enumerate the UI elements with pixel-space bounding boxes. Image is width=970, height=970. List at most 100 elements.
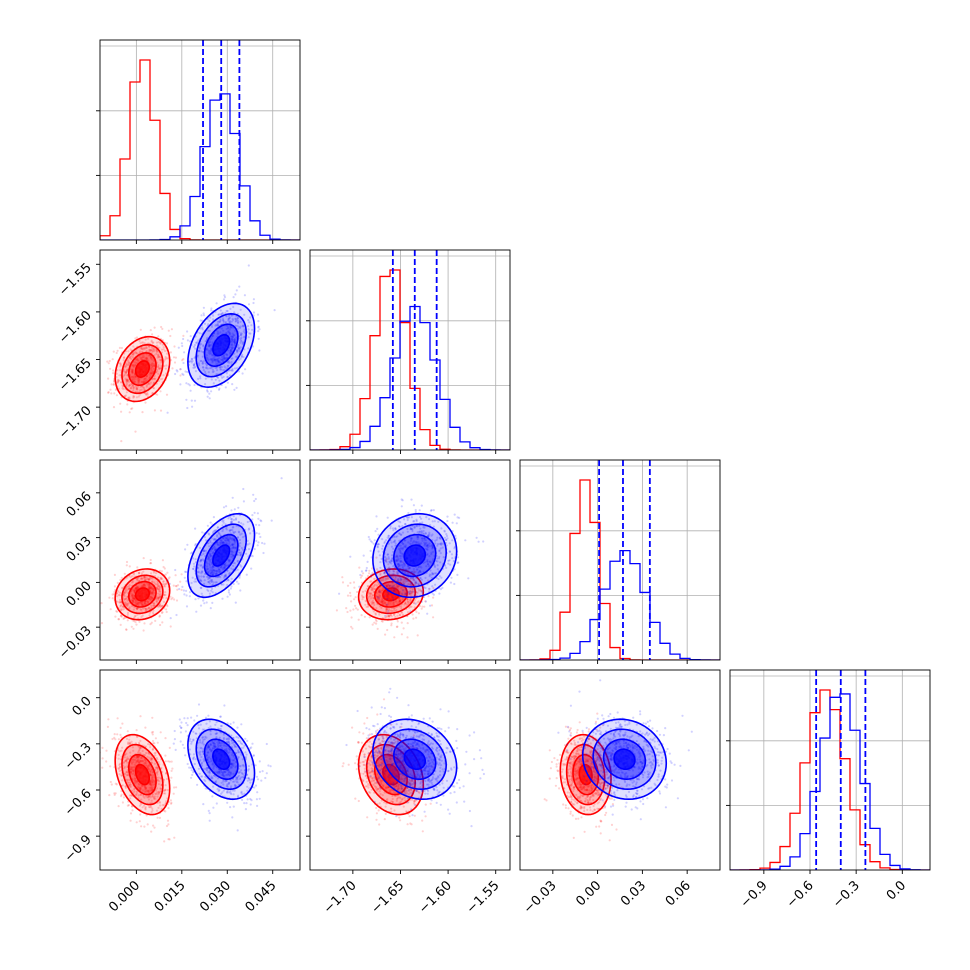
sample-point — [148, 350, 151, 353]
sample-point — [233, 538, 236, 541]
sample-point — [393, 583, 396, 587]
sample-point — [143, 377, 146, 380]
sample-point — [400, 605, 403, 608]
sample-point — [190, 358, 193, 361]
sample-point — [121, 384, 124, 387]
sample-point — [232, 554, 235, 557]
sample-point — [401, 561, 404, 564]
sample-point — [153, 826, 156, 829]
sample-point — [252, 493, 255, 496]
sample-point — [125, 602, 128, 605]
sample-point — [379, 573, 382, 577]
sample-point — [120, 793, 123, 796]
sample-point — [371, 589, 374, 592]
sample-point — [209, 572, 212, 576]
sample-point — [173, 836, 176, 839]
sample-point — [237, 530, 240, 533]
sample-point — [248, 542, 251, 545]
sample-point — [394, 600, 397, 603]
sample-point — [252, 311, 256, 314]
sample-point — [138, 351, 141, 354]
sample-point — [113, 573, 116, 577]
sample-point — [239, 332, 242, 335]
sample-point — [350, 616, 353, 619]
sample-point — [157, 335, 160, 338]
sample-point — [432, 616, 435, 619]
sample-point — [200, 564, 203, 567]
sample-point — [250, 567, 253, 570]
sample-point — [231, 554, 234, 557]
sample-point — [128, 411, 131, 414]
sample-point — [219, 368, 222, 371]
sample-point — [141, 577, 144, 580]
sample-point — [135, 336, 139, 339]
sample-point — [107, 377, 110, 380]
sample-point — [406, 622, 409, 625]
sample-point — [110, 783, 113, 786]
sample-point — [140, 358, 143, 361]
sample-point — [165, 597, 168, 600]
sample-point — [231, 551, 234, 554]
sample-point — [391, 602, 394, 605]
sample-point — [198, 349, 201, 353]
sample-point — [235, 580, 239, 583]
contour-level-3 — [187, 302, 256, 388]
sample-point — [226, 583, 229, 587]
sample-point — [211, 368, 214, 371]
sample-point — [240, 355, 243, 358]
sample-point — [198, 346, 201, 349]
sample-point — [387, 582, 390, 586]
sample-point — [165, 342, 169, 345]
sample-point — [149, 381, 152, 384]
sample-point — [119, 365, 122, 368]
sample-point — [239, 346, 242, 349]
sample-point — [125, 370, 128, 373]
contour-level-1 — [203, 323, 239, 367]
sample-point — [133, 378, 136, 381]
sample-point — [134, 337, 137, 340]
sample-point — [127, 396, 130, 399]
sample-point — [150, 830, 153, 833]
sample-point — [380, 601, 383, 604]
sample-point — [108, 794, 111, 797]
sample-point — [376, 627, 379, 631]
sample-point — [231, 369, 234, 372]
sample-point — [120, 576, 123, 579]
sample-point — [198, 347, 202, 350]
sample-point — [346, 594, 350, 597]
sample-point — [397, 601, 400, 604]
sample-point — [377, 597, 381, 600]
contour-level-0 — [212, 333, 231, 357]
sample-point — [397, 579, 400, 582]
sample-point — [233, 311, 236, 314]
sample-point — [233, 338, 236, 341]
sample-point — [141, 603, 144, 607]
sample-point — [206, 567, 209, 570]
sample-point — [232, 340, 236, 343]
sample-point — [408, 567, 411, 570]
sample-point — [209, 569, 212, 572]
sample-point — [211, 360, 214, 363]
sample-point — [137, 380, 140, 383]
sample-point — [101, 746, 104, 750]
sample-point — [127, 588, 130, 591]
sample-point — [131, 594, 134, 597]
sample-point — [126, 804, 129, 807]
sample-point — [152, 589, 155, 592]
sample-point — [398, 598, 401, 602]
sample-point — [129, 356, 132, 359]
sample-point — [387, 602, 390, 606]
sample-point — [143, 825, 146, 828]
sample-point — [164, 367, 167, 370]
sample-point — [188, 360, 191, 363]
sample-point — [385, 585, 388, 588]
sample-point — [232, 555, 235, 558]
sample-point — [151, 347, 154, 350]
sample-point — [400, 559, 403, 563]
sample-point — [225, 528, 228, 531]
sample-point — [191, 576, 194, 579]
sample-point — [207, 556, 210, 559]
sample-point — [206, 336, 209, 339]
sample-point — [430, 553, 433, 556]
sample-point — [141, 347, 144, 351]
